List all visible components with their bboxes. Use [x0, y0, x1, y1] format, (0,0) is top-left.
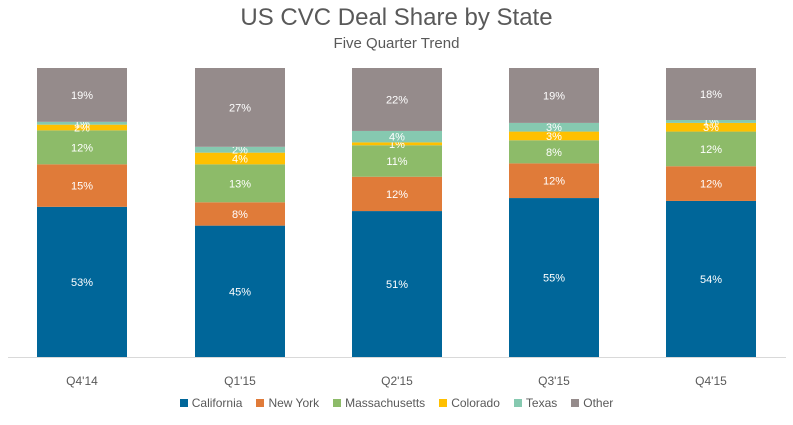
x-tick-label-q4-14: Q4'14 [66, 374, 98, 388]
legend: California New York Massachusetts Colorado T… [0, 396, 793, 410]
data-label-massachusetts-q4-15: 12% [700, 144, 722, 156]
data-label-other-q1-15: 27% [229, 102, 251, 114]
data-label-new-york-q3-15: 12% [543, 176, 565, 188]
bar-segment-new-york-q4-15 [666, 166, 756, 201]
legend-swatch-california [179, 399, 188, 407]
data-label-massachusetts-q4-14: 12% [71, 142, 93, 154]
chart-subtitle: Five Quarter Trend [333, 35, 460, 52]
data-label-massachusetts-q1-15: 13% [229, 178, 251, 190]
legend-swatch-other [571, 399, 580, 407]
bar-segment-other-q3-15 [509, 68, 599, 123]
legend-label-new-york: New York [268, 396, 320, 410]
bar-segment-california-q4-15 [666, 200, 756, 357]
x-tick-label-q2-15: Q2'15 [381, 374, 413, 388]
bar-segment-massachusetts-q4-14 [37, 130, 127, 165]
bar-segment-texas-q4-15 [666, 120, 756, 123]
data-label-new-york-q4-14: 15% [71, 181, 93, 193]
bar-segment-california-q3-15 [509, 198, 599, 357]
data-label-other-q4-15: 18% [700, 89, 722, 101]
bar-segment-texas-q4-14 [37, 121, 127, 125]
bar-segment-new-york-q4-14 [37, 164, 127, 207]
bar-segment-colorado-q4-14 [37, 124, 127, 131]
data-label-california-q1-15: 45% [229, 286, 251, 298]
legend-swatch-new-york [256, 399, 265, 407]
bar-segment-other-q4-14 [37, 68, 127, 122]
legend-item-new-york: New York [256, 396, 319, 410]
legend-swatch-texas [513, 399, 522, 407]
bar-segment-california-q2-15 [352, 211, 442, 357]
data-label-texas-q3-15: 3% [546, 122, 562, 134]
x-tick-label-q1-15: Q1'15 [224, 374, 256, 388]
legend-item-colorado: Colorado [439, 396, 500, 410]
data-label-massachusetts-q3-15: 8% [546, 147, 562, 159]
legend-item-other: Other [571, 396, 613, 410]
bar-segment-colorado-q1-15 [195, 152, 285, 165]
stacked-bar-chart: 53%15%12%2%1%19%Q4'1445%8%13%4%2%27%Q1'1… [8, 68, 786, 388]
legend-label-colorado: Colorado [451, 396, 500, 410]
x-tick-label-q4-15: Q4'15 [695, 374, 727, 388]
x-tick-label-q3-15: Q3'15 [538, 374, 570, 388]
data-label-new-york-q4-15: 12% [700, 179, 722, 191]
bar-segment-california-q4-14 [37, 206, 127, 357]
legend-swatch-colorado [439, 399, 448, 407]
bar-segment-other-q4-15 [666, 68, 756, 121]
legend-label-california: California [191, 396, 243, 410]
legend-label-texas: Texas [525, 396, 558, 410]
legend-item-texas: Texas [513, 396, 558, 410]
data-label-texas-q1-15: 2% [232, 145, 248, 157]
legend-swatch-massachusetts [333, 399, 342, 407]
bar-segment-massachusetts-q1-15 [195, 164, 285, 203]
legend-label-massachusetts: Massachusetts [345, 396, 426, 410]
bar-segment-colorado-q3-15 [509, 131, 599, 141]
legend-item-california: California [179, 396, 243, 410]
bar-segment-new-york-q1-15 [195, 202, 285, 226]
legend-item-massachusetts: Massachusetts [333, 396, 425, 410]
bar-segment-texas-q2-15 [352, 130, 442, 143]
bar-segment-other-q2-15 [352, 68, 442, 131]
data-label-new-york-q1-15: 8% [232, 209, 248, 221]
bar-segment-massachusetts-q2-15 [352, 145, 442, 177]
data-label-massachusetts-q2-15: 11% [386, 156, 407, 168]
legend-label-other: Other [583, 396, 614, 410]
data-label-texas-q2-15: 4% [389, 132, 405, 144]
chart-title: US CVC Deal Share by State [240, 4, 553, 31]
data-label-california-q4-14: 53% [71, 277, 93, 289]
data-label-new-york-q2-15: 12% [386, 189, 408, 201]
bar-segment-other-q1-15 [195, 68, 285, 147]
bar-segment-texas-q3-15 [509, 122, 599, 132]
data-label-other-q4-14: 19% [71, 90, 93, 102]
data-label-colorado-q1-15: 4% [232, 153, 248, 165]
bar-segment-colorado-q4-15 [666, 122, 756, 132]
bar-segment-new-york-q2-15 [352, 176, 442, 212]
data-label-colorado-q4-14: 2% [74, 123, 90, 135]
bar-segment-california-q1-15 [195, 225, 285, 357]
bar-segment-massachusetts-q3-15 [509, 140, 599, 164]
data-label-other-q3-15: 19% [543, 90, 565, 102]
data-label-colorado-q4-15: 3% [703, 122, 719, 134]
bar-segment-colorado-q2-15 [352, 142, 442, 146]
bar-segment-new-york-q3-15 [509, 163, 599, 199]
bar-segment-texas-q1-15 [195, 146, 285, 153]
data-label-california-q3-15: 55% [543, 273, 565, 285]
data-label-colorado-q3-15: 3% [546, 131, 562, 143]
data-label-california-q4-15: 54% [700, 274, 722, 286]
bar-segment-massachusetts-q4-15 [666, 131, 756, 167]
data-label-other-q2-15: 22% [386, 94, 408, 106]
data-label-california-q2-15: 51% [386, 279, 408, 291]
